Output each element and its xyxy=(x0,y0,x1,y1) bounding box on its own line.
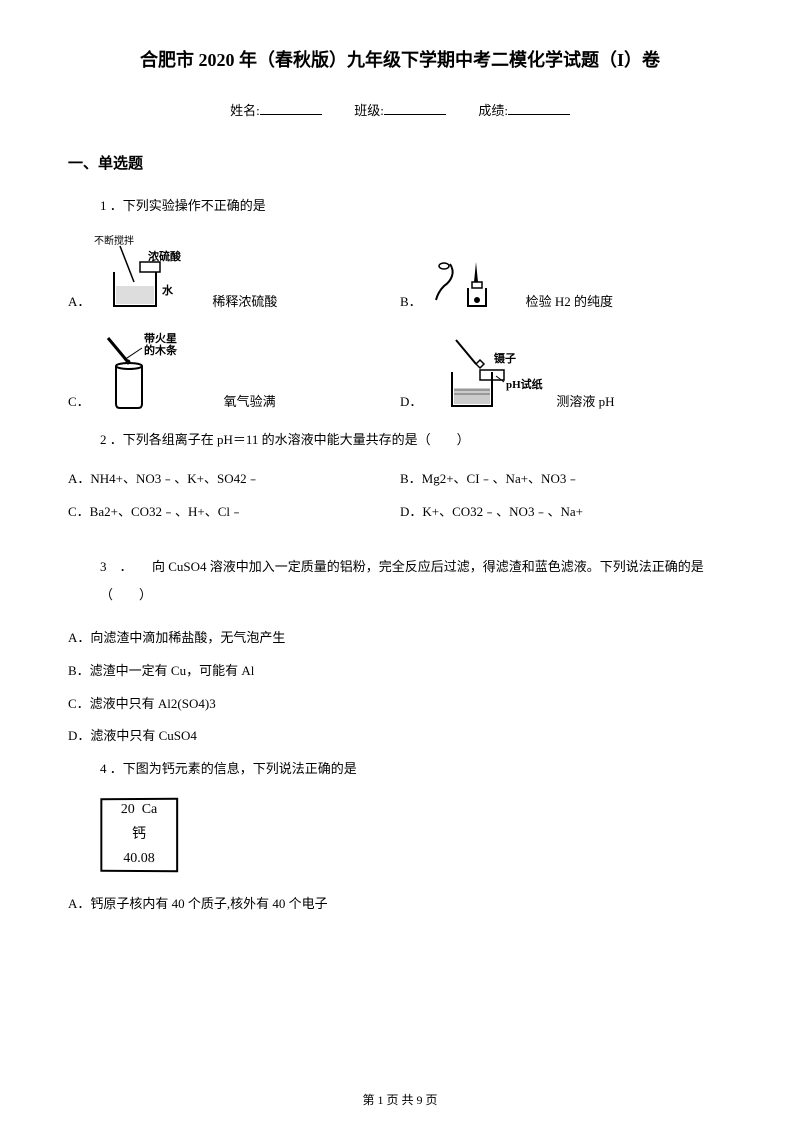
name-blank[interactable] xyxy=(260,101,322,115)
class-blank[interactable] xyxy=(384,101,446,115)
score-label: 成绩: xyxy=(478,103,508,118)
label-phpaper: pH试纸 xyxy=(506,377,543,391)
q2-optA: A．NH4+、NO3﹣、K+、SO42﹣ xyxy=(68,469,400,490)
page-title: 合肥市 2020 年（春秋版）九年级下学期中考二模化学试题（I）卷 xyxy=(68,46,732,75)
question-4: 4 ．下图为钙元素的信息，下列说法正确的是 xyxy=(100,759,732,780)
q2-optD: D．K+、CO32﹣、NO3﹣、Na+ xyxy=(400,502,732,523)
q1-optC-diagram: 带火星 的木条 xyxy=(94,330,214,412)
question-2: 2 ．下列各组离子在 pH＝11 的水溶液中能大量共存的是（ ） xyxy=(100,430,732,451)
q1-optB-diagram xyxy=(426,252,516,312)
page-footer: 第 1 页 共 9 页 xyxy=(0,1091,800,1110)
q1-optC-desc: 氧气验满 xyxy=(224,392,276,413)
q4-text: ．下图为钙元素的信息，下列说法正确的是 xyxy=(110,761,357,776)
question-1: 1 ．下列实验操作不正确的是 xyxy=(100,196,732,217)
q1-optA-diagram: 不断搅拌 浓硫酸 水 xyxy=(94,234,202,312)
element-box: 20 Ca 钙 40.08 xyxy=(100,798,178,873)
q1-optD-label: D． xyxy=(400,392,422,413)
label-water: 水 xyxy=(162,283,174,297)
label-spark1: 带火星 xyxy=(144,331,177,345)
label-stir: 不断搅拌 xyxy=(94,234,134,247)
q2-options: A．NH4+、NO3﹣、K+、SO42﹣ B．Mg2+、CI﹣、Na+、NO3﹣… xyxy=(68,469,732,535)
q1-number: 1 xyxy=(100,198,107,213)
question-3: 3 ． 向 CuSO4 溶液中加入一定质量的铝粉，完全反应后过滤，得滤渣和蓝色滤… xyxy=(100,553,732,610)
name-label: 姓名: xyxy=(230,103,260,118)
class-label: 班级: xyxy=(354,103,384,118)
q3-text: ． 向 CuSO4 溶液中加入一定质量的铝粉，完全反应后过滤，得滤渣和蓝色滤液。… xyxy=(100,559,704,603)
element-name: 钙 xyxy=(132,824,146,846)
q2-text: ．下列各组离子在 pH＝11 的水溶液中能大量共存的是（ ） xyxy=(110,432,470,447)
q1-optB-desc: 检验 H2 的纯度 xyxy=(526,292,613,313)
q1-text: ．下列实验操作不正确的是 xyxy=(110,198,266,213)
q3-optA: A．向滤渣中滴加稀盐酸，无气泡产生 xyxy=(68,628,732,649)
q1-optD-desc: 测溶液 pH xyxy=(556,392,614,413)
section-heading: 一、单选题 xyxy=(68,152,732,176)
q1-optA-label: A． xyxy=(68,292,90,313)
label-tweezer: 镊子 xyxy=(493,351,516,365)
element-mass: 40.08 xyxy=(123,848,154,871)
q4-number: 4 xyxy=(100,761,107,776)
q2-number: 2 xyxy=(100,432,107,447)
q1-optA-desc: 稀释浓硫酸 xyxy=(212,292,277,313)
q3-optC: C．滤液中只有 Al2(SO4)3 xyxy=(68,694,732,715)
q1-row-2: C． 带火星 的木条 氧气验满 D． 镊子 pH试纸 xyxy=(68,330,732,412)
q1-row-1: A． 不断搅拌 浓硫酸 水 稀释浓硫酸 B． xyxy=(68,234,732,312)
q1-optD-diagram: 镊子 pH试纸 xyxy=(426,334,546,412)
q1-optB-label: B． xyxy=(400,292,422,313)
score-blank[interactable] xyxy=(508,101,570,115)
q2-optB: B．Mg2+、CI﹣、Na+、NO3﹣ xyxy=(400,469,732,490)
info-row: 姓名: 班级: 成绩: xyxy=(68,101,732,122)
q3-optD: D．滤液中只有 CuSO4 xyxy=(68,726,732,747)
q3-optB: B．滤渣中一定有 Cu，可能有 Al xyxy=(68,661,732,682)
q4-optA: A．钙原子核内有 40 个质子,核外有 40 个电子 xyxy=(68,894,732,915)
label-spark2: 的木条 xyxy=(144,343,178,357)
element-symbol: Ca xyxy=(142,802,158,817)
label-acid: 浓硫酸 xyxy=(148,249,182,263)
q2-optC: C．Ba2+、CO32﹣、H+、Cl﹣ xyxy=(68,502,400,523)
atomic-number: 20 xyxy=(121,802,135,817)
element-top: 20 Ca xyxy=(121,799,157,822)
q1-optC-label: C． xyxy=(68,392,90,413)
q3-number: 3 xyxy=(100,559,107,574)
